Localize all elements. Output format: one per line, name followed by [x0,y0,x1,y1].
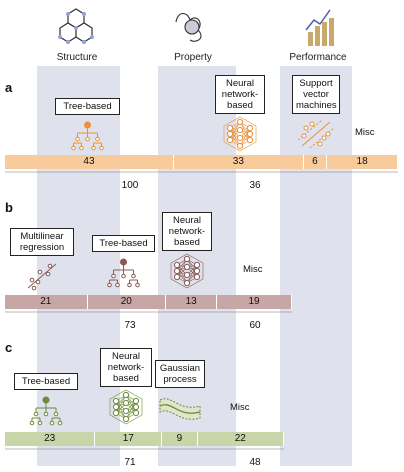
bar-segment: 21 [5,295,88,309]
method-label: Tree-based [21,376,71,387]
svm-icon [297,119,335,149]
panel-label: c [5,340,13,355]
total-label: 60 [249,320,261,331]
misc-label: Misc [355,127,375,138]
method-label: machines [296,100,337,111]
tree-icon [71,121,104,151]
method-label: Tree-based [63,101,112,112]
method-label: Neural [226,78,254,89]
property-icon [175,12,202,42]
method-box: Tree-based [55,98,120,115]
method-label: vector [303,89,329,100]
column-label: Performance [289,52,347,63]
method-box: Neural network-based [162,212,212,251]
method-label: based [174,237,200,248]
panel-label: a [5,80,13,95]
total-label: 100 [121,180,139,191]
method-label: based [227,100,253,111]
net-icon [109,389,143,425]
bar-segment: 13 [166,295,218,309]
performance-icon [305,9,334,46]
method-box: Gaussian process [155,360,205,388]
misc-label: Misc [243,264,263,275]
total-label: 36 [249,180,261,191]
method-box: Neural network-based [215,75,265,114]
method-label: network- [221,89,259,100]
method-label: network- [107,362,145,373]
bar-segment: 6 [303,155,328,169]
method-box: Multilinear regression [10,228,74,256]
method-box: Tree-based [92,235,155,252]
method-label: Gaussian [159,363,201,374]
method-box: Support vector machines [292,75,340,114]
net-icon [170,253,204,289]
method-label: process [163,374,197,385]
bar-segment: 20 [87,295,167,309]
method-label: Multilinear [20,231,64,242]
method-label: Neural [112,351,140,362]
bar-segment: 23 [5,432,96,446]
structure-icon [58,8,94,44]
bar-segment: 18 [327,155,398,169]
method-label: Support [299,78,333,89]
tree-icon [107,258,140,288]
bar-segment: 9 [162,432,198,446]
method-label: regression [19,242,65,253]
bar-segment: 17 [95,432,163,446]
method-label: network- [168,226,206,237]
net-icon [223,116,257,152]
method-label: based [113,373,139,384]
performance-column [280,66,352,466]
tree-icon [29,396,63,426]
panel-label: b [5,200,13,215]
method-box: Tree-based [14,373,78,390]
misc-label: Misc [230,402,250,413]
bar-segment: 22 [197,432,285,446]
total-label: 73 [124,320,136,331]
method-box: Neural network-based [100,348,152,387]
total-label: 71 [124,457,136,468]
method-label: Tree-based [99,238,148,249]
bar-segment: 19 [217,295,292,309]
bar-segment: 33 [173,155,304,169]
line-icon [27,263,57,291]
total-label: 48 [249,457,261,468]
column-label: Structure [56,52,98,63]
method-label: Neural [173,215,201,226]
bar-segment: 43 [5,155,174,169]
column-label: Property [174,52,212,63]
gp-icon [159,398,201,420]
